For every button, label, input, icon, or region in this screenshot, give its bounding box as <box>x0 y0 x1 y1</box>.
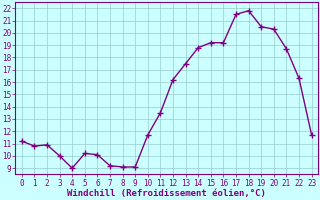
X-axis label: Windchill (Refroidissement éolien,°C): Windchill (Refroidissement éolien,°C) <box>67 189 266 198</box>
